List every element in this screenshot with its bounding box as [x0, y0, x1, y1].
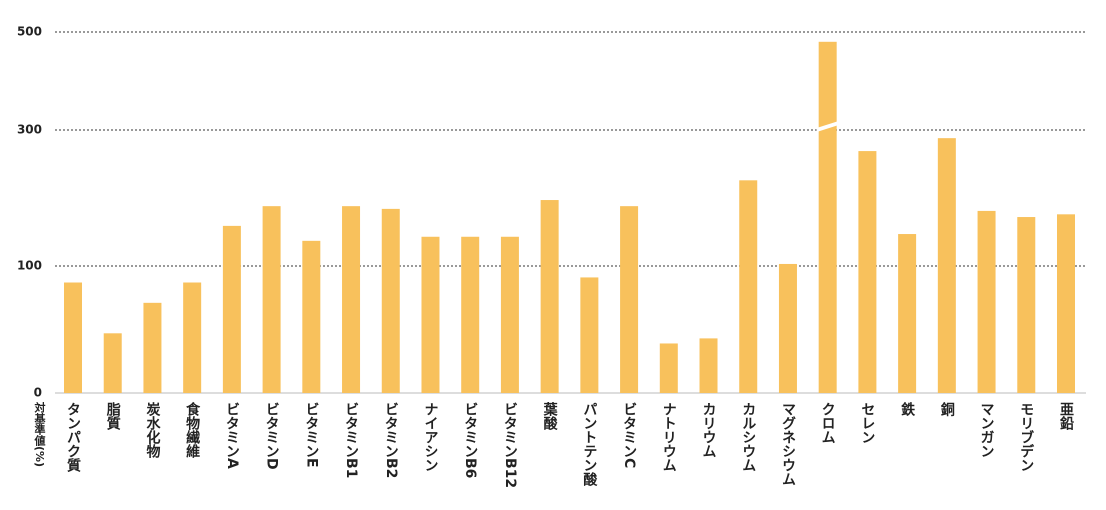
x-tick-label: カリウム	[700, 402, 717, 458]
bar	[103, 333, 122, 393]
y-tick-label: 300	[17, 123, 42, 137]
x-tick-label: ビタミンD	[263, 402, 280, 470]
x-tick-label: モリブデン	[1018, 402, 1035, 472]
bar	[421, 236, 440, 393]
bar	[739, 180, 758, 393]
bar	[540, 200, 559, 393]
x-tick-label: ビタミンC	[621, 402, 638, 469]
x-tick-label: ビタミンB1	[343, 402, 360, 479]
x-tick-label: 鉄	[899, 402, 916, 416]
bar	[302, 240, 321, 393]
x-tick-label: マグネシウム	[779, 402, 796, 486]
bar	[659, 343, 678, 393]
bar	[898, 234, 917, 393]
bar	[580, 277, 599, 393]
y-axis-label: 対基準値(%)	[33, 402, 46, 468]
bar	[500, 236, 519, 393]
bar	[620, 206, 639, 393]
x-tick-label: ナイアシン	[422, 402, 439, 472]
x-tick-label: タンパク質	[65, 402, 81, 472]
x-tick-label: 葉酸	[541, 402, 558, 430]
x-tick-label: ビタミンB2	[382, 402, 399, 479]
bar	[858, 151, 877, 393]
x-tick-label: ビタミンE	[303, 402, 320, 468]
x-tick-label: 亜鉛	[1058, 402, 1074, 430]
x-tick-label: クロム	[819, 402, 836, 444]
bar	[1057, 214, 1075, 393]
x-tick-label: ナトリウム	[660, 402, 677, 472]
x-tick-label: ビタミンB6	[462, 402, 479, 479]
y-tick-label: 0	[34, 386, 42, 400]
bar	[977, 210, 996, 393]
bar	[64, 282, 82, 393]
x-tick-label: 炭水化物	[144, 402, 161, 458]
bar	[778, 263, 797, 393]
x-tick-label: カルシウム	[740, 402, 757, 472]
x-tick-label: ビタミンA	[223, 402, 240, 469]
bar	[937, 138, 956, 393]
axis-break	[816, 121, 839, 132]
bar	[1017, 217, 1036, 393]
x-tick-label: 脂質	[104, 402, 121, 430]
x-tick-label: パントテン酸	[581, 402, 598, 486]
x-tick-label: マンガン	[978, 402, 995, 458]
bar	[818, 41, 837, 394]
x-tick-label: ビタミンB12	[501, 402, 518, 489]
bar	[262, 206, 281, 393]
x-tick-label: 食物繊維	[184, 402, 201, 458]
bar	[222, 225, 241, 393]
bar	[381, 208, 400, 393]
y-tick-label: 100	[17, 259, 42, 273]
bar	[342, 206, 361, 393]
bar	[461, 236, 480, 393]
x-tick-label: セレン	[859, 402, 876, 444]
bar	[143, 302, 162, 393]
y-tick-label: 500	[17, 25, 42, 39]
bar	[699, 338, 718, 393]
x-tick-label: 銅	[938, 402, 955, 416]
bar	[183, 282, 202, 393]
